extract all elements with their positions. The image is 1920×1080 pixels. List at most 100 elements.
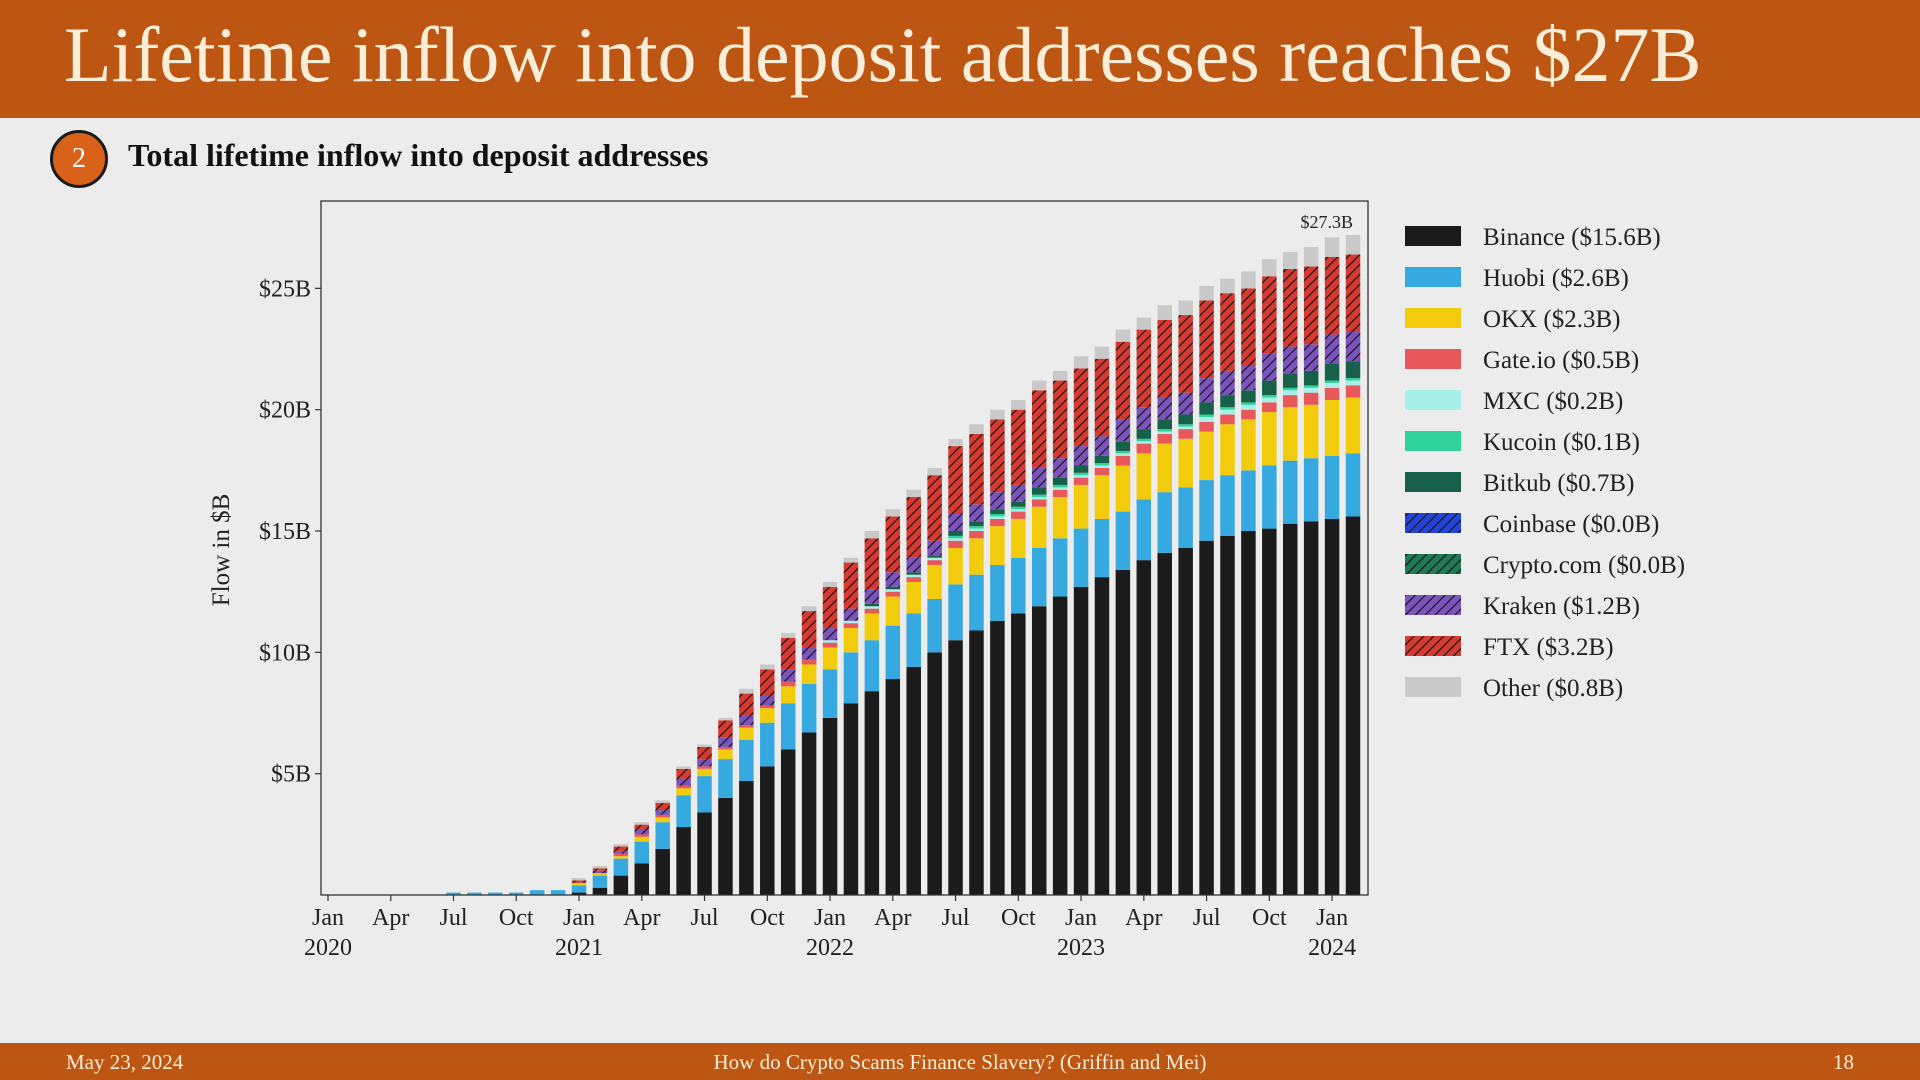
- legend-label: MXC ($0.2B): [1483, 388, 1623, 415]
- bar-segment: [1136, 407, 1152, 430]
- bar-segment: [1241, 419, 1256, 471]
- bar-segment: [1157, 305, 1172, 320]
- bar-segment: [927, 557, 942, 561]
- bar-segment: [1073, 472, 1089, 476]
- bar-segment: [697, 744, 712, 747]
- legend-swatch: [1405, 595, 1461, 615]
- bar-segment: [1199, 480, 1214, 541]
- bar-segment: [1031, 499, 1047, 507]
- bar-segment: [739, 727, 754, 740]
- bar-segment: [634, 836, 650, 842]
- bar-segment: [1241, 470, 1256, 532]
- bar-segment: [843, 608, 859, 621]
- bar-segment: [1282, 251, 1298, 269]
- legend-label: Gate.io ($0.5B): [1483, 347, 1639, 374]
- bar-segment: [1073, 484, 1089, 529]
- bar-segment: [1282, 387, 1298, 391]
- legend-label: Other ($0.8B): [1483, 675, 1623, 702]
- bar-segment: [969, 574, 984, 631]
- bar-segment: [906, 497, 921, 558]
- bar-segment: [1094, 455, 1110, 464]
- bar-segment: [990, 526, 1005, 565]
- bar-segment: [822, 669, 838, 718]
- legend-label: Kraken ($1.2B): [1483, 593, 1640, 620]
- bar-segment: [906, 666, 921, 895]
- bar-segment: [822, 628, 838, 641]
- bar-segment: [948, 548, 963, 585]
- bar-segment: [1094, 475, 1110, 519]
- x-tick-label: Apr: [372, 905, 409, 931]
- bar-segment: [739, 725, 754, 728]
- bar-segment: [885, 679, 901, 895]
- bar-segment: [1136, 329, 1152, 408]
- bar-segment: [571, 885, 587, 893]
- bar-segment: [1262, 380, 1277, 396]
- bar-segment: [760, 664, 775, 670]
- bar-segment: [613, 851, 629, 854]
- bar-segment: [697, 766, 712, 769]
- bar-segment: [1073, 475, 1089, 478]
- x-tick-label: Jul: [942, 905, 970, 931]
- bar-segment: [760, 669, 775, 697]
- x-tick-label: Jan 2023: [1057, 905, 1105, 961]
- bar-segment: [718, 797, 733, 895]
- legend-label: Crypto.com ($0.0B): [1483, 552, 1685, 579]
- bar-segment: [1324, 455, 1340, 519]
- bar-segment: [906, 572, 921, 575]
- bar-segment: [885, 516, 901, 573]
- bar-segment: [780, 669, 796, 682]
- bar-segment: [718, 749, 733, 760]
- bar-segment: [613, 844, 629, 847]
- bar-segment: [760, 696, 775, 706]
- bar-segment: [571, 892, 587, 895]
- bar-segment: [801, 606, 817, 612]
- bar-segment: [1157, 552, 1172, 895]
- bar-segment: [1052, 489, 1068, 498]
- bar-segment: [1324, 380, 1340, 383]
- bar-segment: [969, 531, 984, 539]
- x-tick-label: Oct: [750, 905, 785, 931]
- bar-segment: [1345, 361, 1361, 379]
- bar-segment: [634, 863, 650, 895]
- bar-segment: [676, 768, 691, 779]
- bar-segment: [1282, 523, 1298, 895]
- bar-segment: [529, 890, 545, 895]
- legend-swatch: [1405, 267, 1461, 287]
- bar-segment: [906, 581, 921, 614]
- bar-segment: [1282, 346, 1298, 374]
- legend-swatch: [1405, 636, 1461, 656]
- bar-segment: [613, 846, 629, 852]
- bar-segment: [1262, 528, 1277, 895]
- bar-segment: [1052, 458, 1068, 478]
- bar-segment: [1345, 234, 1361, 255]
- x-tick-label: Jan 2024: [1308, 905, 1356, 961]
- bar-segment: [718, 737, 733, 747]
- bar-segment: [697, 812, 712, 895]
- bar-segment: [1178, 424, 1193, 427]
- bar-segment: [1241, 402, 1256, 405]
- bar-segment: [1199, 421, 1214, 432]
- bar-segment: [990, 620, 1005, 895]
- x-tick-label: Oct: [1001, 905, 1036, 931]
- bar-segment: [1136, 441, 1152, 444]
- bar-segment: [697, 776, 712, 813]
- bar-segment: [1136, 429, 1152, 439]
- bar-segment: [843, 557, 859, 563]
- bar-segment: [1094, 358, 1110, 437]
- bar-segment: [948, 538, 963, 541]
- slide-title: Lifetime inflow into deposit addresses r…: [64, 11, 1702, 98]
- bar-segment: [1011, 511, 1026, 519]
- bar-segment: [864, 613, 880, 641]
- bar-segment: [1136, 560, 1152, 895]
- bar-segment: [1178, 300, 1193, 316]
- bar-segment: [864, 606, 880, 609]
- bar-segment: [718, 720, 733, 738]
- bar-segment: [1094, 463, 1110, 466]
- bar-segment: [1220, 409, 1235, 415]
- bar-segment: [843, 652, 859, 704]
- bar-segment: [1052, 477, 1068, 485]
- legend-label: Coinbase ($0.0B): [1483, 511, 1659, 538]
- footer-citation: How do Crypto Scams Finance Slavery? (Gr…: [713, 1050, 1207, 1074]
- bar-segment: [1324, 256, 1340, 335]
- bar-segment: [1345, 378, 1361, 381]
